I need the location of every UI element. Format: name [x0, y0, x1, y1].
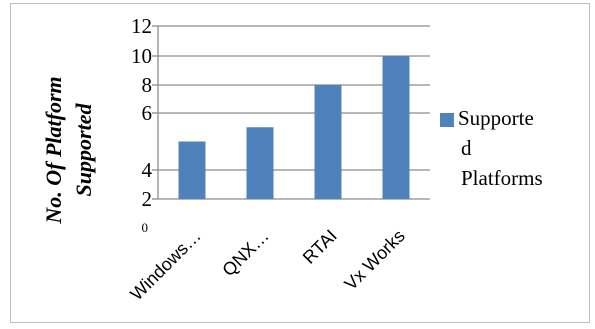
- legend: Supporte d Platforms: [440, 106, 543, 190]
- y-tick-label: 2: [142, 187, 153, 211]
- legend-label-line-2: d: [461, 136, 472, 160]
- y-tick-label: 4: [142, 158, 153, 182]
- y-tick-label: 0: [142, 220, 149, 235]
- legend-label-line-1: Supporte: [458, 106, 534, 130]
- bars: [178, 56, 410, 199]
- y-tick-label: 12: [131, 14, 152, 38]
- bar: [246, 127, 274, 199]
- x-tick-label: RTAI: [299, 226, 341, 268]
- y-axis-title-line-2: Supported: [71, 103, 96, 197]
- y-axis-title: No. Of Platform Supported: [41, 76, 96, 224]
- legend-swatch: [440, 113, 454, 127]
- x-tick-label: QNX…: [218, 226, 272, 280]
- bar: [382, 56, 410, 199]
- legend-label-line-3: Platforms: [461, 166, 543, 190]
- x-tick-label: Windows…: [126, 226, 205, 305]
- y-axis-ticks: 12 10 8 6 4 2 0: [131, 14, 153, 235]
- x-tick-label: Vx Works: [340, 226, 408, 294]
- y-tick-label: 6: [142, 101, 153, 125]
- y-tick-label: 8: [142, 73, 153, 97]
- y-axis-title-line-1: No. Of Platform: [41, 76, 66, 224]
- y-tick-label: 10: [131, 44, 152, 68]
- bar: [314, 85, 342, 199]
- bar: [178, 141, 206, 199]
- x-axis-labels: Windows… QNX… RTAI Vx Works: [126, 226, 409, 305]
